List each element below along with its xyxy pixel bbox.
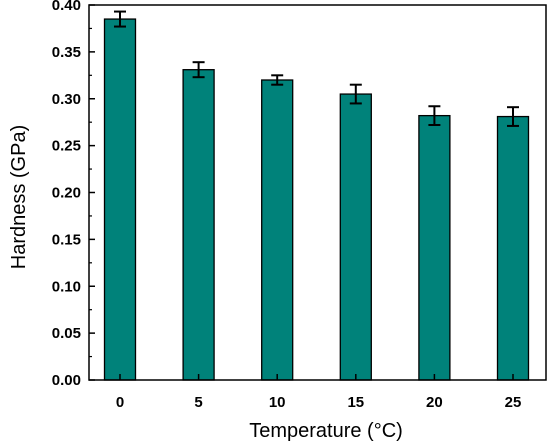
bar-5	[182, 69, 215, 381]
y-tick-label-0.35: 0.35	[52, 44, 81, 61]
y-tick-label-0.10: 0.10	[52, 278, 81, 295]
y-tick-label-0.20: 0.20	[52, 185, 81, 202]
axes-layer	[88, 4, 547, 381]
error-bars-layer	[114, 10, 519, 127]
y-tick-label-0.15: 0.15	[52, 231, 81, 248]
x-axis-title: Temperature (°C)	[249, 420, 403, 442]
bar-0	[103, 18, 137, 381]
y-tick-label-0.05: 0.05	[52, 325, 81, 342]
x-tick-label-10: 10	[269, 394, 286, 411]
bar-25	[496, 115, 530, 381]
y-axis-title: Hardness (GPa)	[8, 125, 30, 270]
bar-20	[418, 114, 451, 381]
x-tick-label-0: 0	[116, 394, 124, 411]
bars-layer	[103, 18, 530, 381]
y-tick-label-0.40: 0.40	[52, 0, 81, 14]
x-tick-label-15: 15	[347, 394, 364, 411]
x-tick-label-25: 25	[505, 394, 522, 411]
y-tick-label-0.00: 0.00	[52, 372, 81, 389]
bar-15	[339, 93, 372, 381]
x-tick-label-5: 5	[194, 394, 202, 411]
ticks-layer: 0.00 0.05 0.10 0.15 0.20 0.25 0.30 0.35 0.40 0 5 10…	[52, 0, 522, 411]
bar-10	[261, 79, 294, 381]
y-tick-label-0.25: 0.25	[52, 138, 81, 155]
x-tick-label-20: 20	[426, 394, 443, 411]
plot-frame	[88, 4, 547, 381]
y-tick-label-0.30: 0.30	[52, 91, 81, 108]
